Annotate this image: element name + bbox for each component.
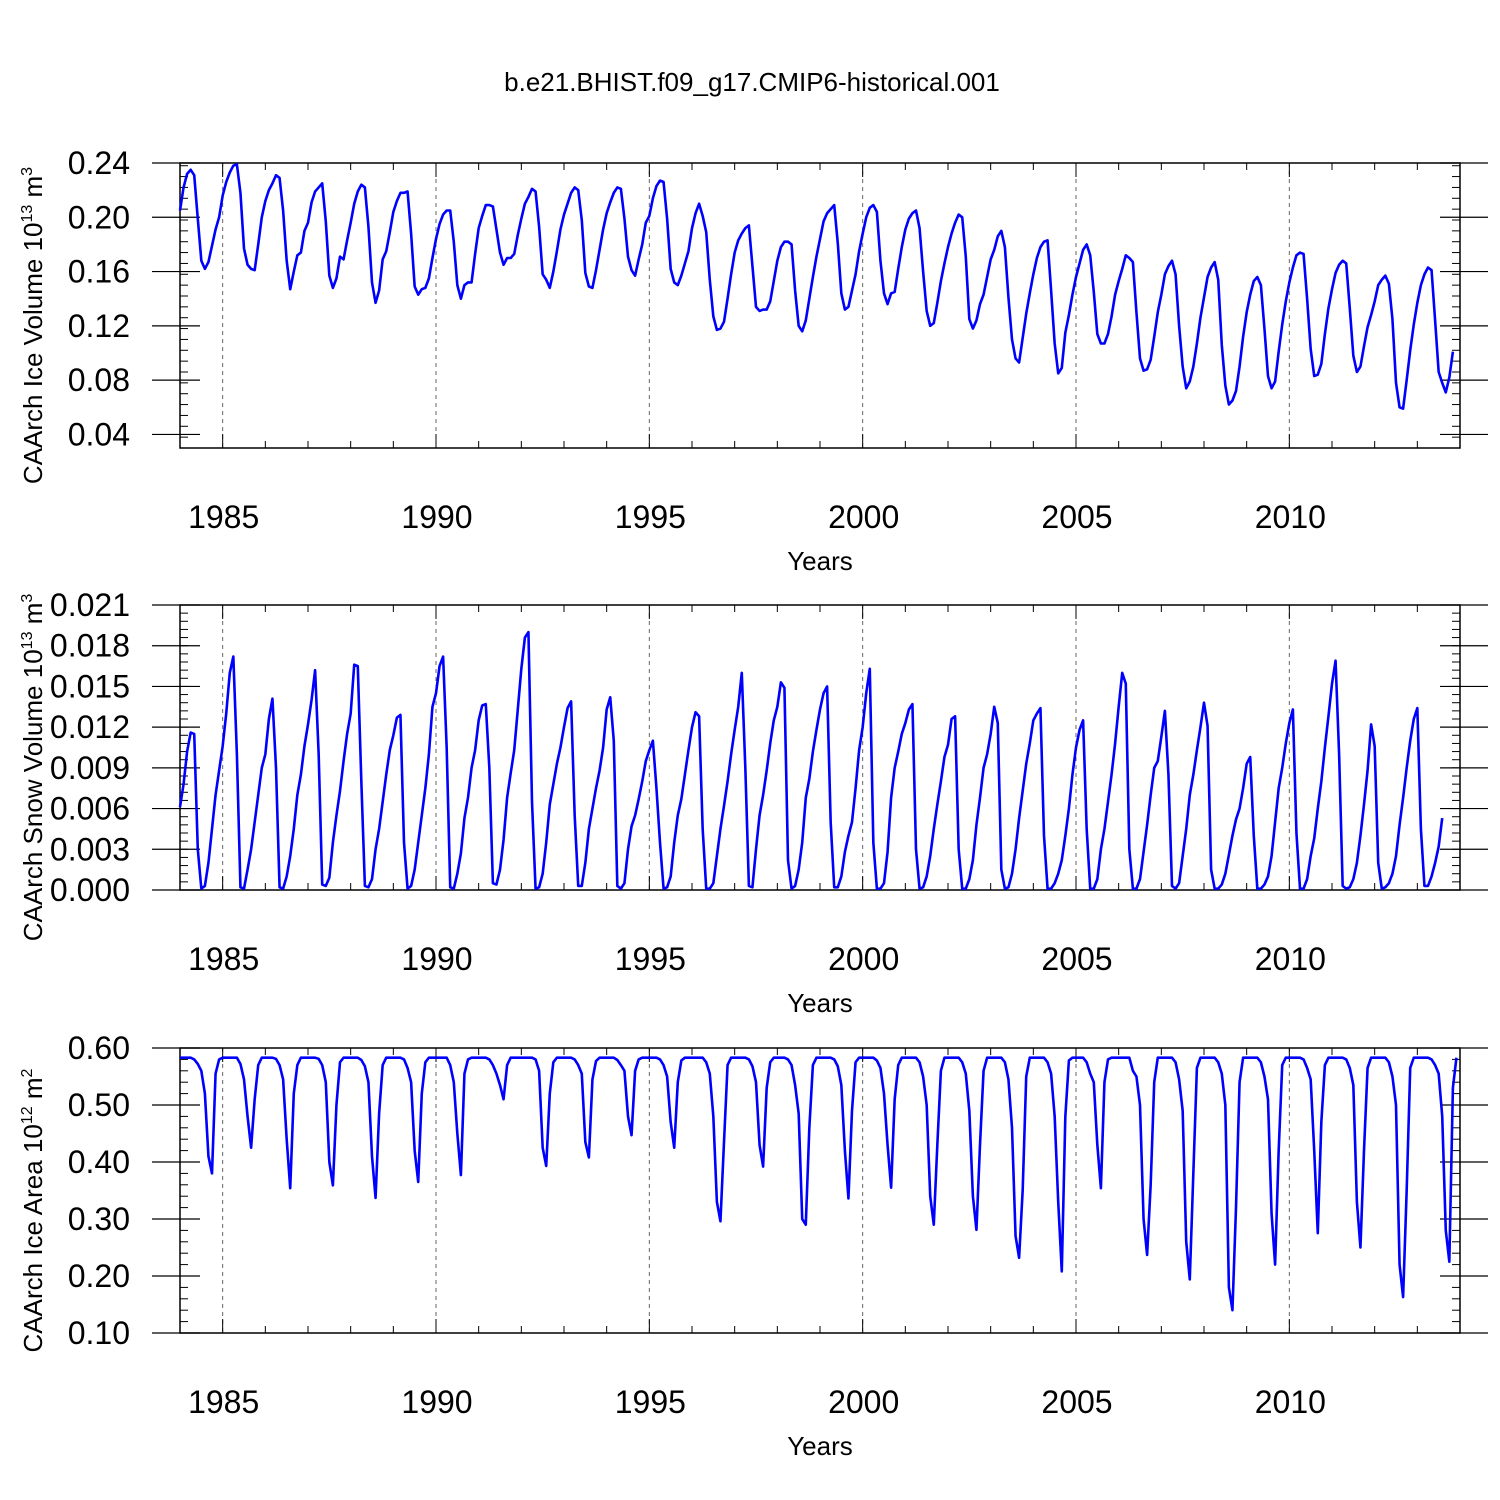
y-tick-label: 0.16 (68, 254, 130, 290)
y-tick-label: 0.012 (50, 709, 130, 745)
x-tick-label: 2000 (828, 499, 899, 535)
chart-snow-volume: 0.000 0.003 0.006 0.009 0.012 0.015 0.018 0.021… (18, 587, 1488, 1018)
y-tick-label: 0.20 (68, 1258, 130, 1294)
figure-title: b.e21.BHIST.f09_g17.CMIP6-historical.001 (504, 67, 1000, 97)
x-tick-label: 1990 (401, 941, 472, 977)
plot-frame (179, 604, 1461, 891)
x-tick-label: 2010 (1255, 1384, 1326, 1420)
series-line (180, 1056, 1458, 1312)
y-tick-label: 0.018 (50, 628, 130, 664)
y-tick-label: 0.003 (50, 831, 130, 867)
x-tick-label: 1990 (401, 1384, 472, 1420)
x-tick-label: 1995 (615, 499, 686, 535)
y-tick-label: 0.000 (50, 872, 130, 908)
y-tick-label: 0.04 (68, 416, 130, 452)
y-tick-label: 0.009 (50, 750, 130, 786)
x-tick-label: 2005 (1041, 499, 1112, 535)
x-tick-label: 2005 (1041, 1384, 1112, 1420)
x-tick-label: 2000 (828, 941, 899, 977)
x-tick-label: 1995 (615, 1384, 686, 1420)
y-tick-label: 0.50 (68, 1087, 130, 1123)
x-tick-label: 2010 (1255, 941, 1326, 977)
y-tick-label: 0.12 (68, 308, 130, 344)
chart-ice-volume: 0.04 0.08 0.12 0.16 0.20 0.24 1985 1990 1995 2000… (18, 145, 1488, 576)
y-tick-label: 0.08 (68, 362, 130, 398)
y-tick-label: 0.20 (68, 199, 130, 235)
y-tick-label: 0.021 (50, 587, 130, 623)
y-axis-label: CAArch Ice Volume 1013 m3 (18, 167, 48, 484)
x-tick-label: 1985 (188, 499, 259, 535)
plot-frame (179, 1047, 1461, 1334)
x-axis-label: Years (787, 988, 853, 1018)
x-tick-label: 1985 (188, 941, 259, 977)
x-axis-label: Years (787, 546, 853, 576)
y-tick-label: 0.40 (68, 1144, 130, 1180)
y-tick-label: 0.015 (50, 668, 130, 704)
y-tick-label: 0.30 (68, 1201, 130, 1237)
x-tick-label: 2000 (828, 1384, 899, 1420)
y-axis-label: CAArch Snow Volume 1013 m3 (18, 594, 48, 942)
y-tick-label: 0.24 (68, 145, 130, 181)
y-axis-label: CAArch Ice Area 1012 m2 (18, 1068, 48, 1352)
x-tick-label: 1985 (188, 1384, 259, 1420)
series-line (178, 630, 1444, 890)
x-axis-label: Years (787, 1431, 853, 1461)
chart-ice-area: 0.10 0.20 0.30 0.40 0.50 0.60 1985 1990 1995 2000… (18, 1030, 1488, 1461)
x-tick-label: 1990 (401, 499, 472, 535)
series-line (178, 163, 1455, 410)
plot-frame (179, 162, 1461, 449)
x-tick-label: 2005 (1041, 941, 1112, 977)
y-tick-label: 0.006 (50, 791, 130, 827)
y-tick-label: 0.10 (68, 1315, 130, 1351)
x-tick-label: 2010 (1255, 499, 1326, 535)
x-tick-label: 1995 (615, 941, 686, 977)
y-tick-label: 0.60 (68, 1030, 130, 1066)
